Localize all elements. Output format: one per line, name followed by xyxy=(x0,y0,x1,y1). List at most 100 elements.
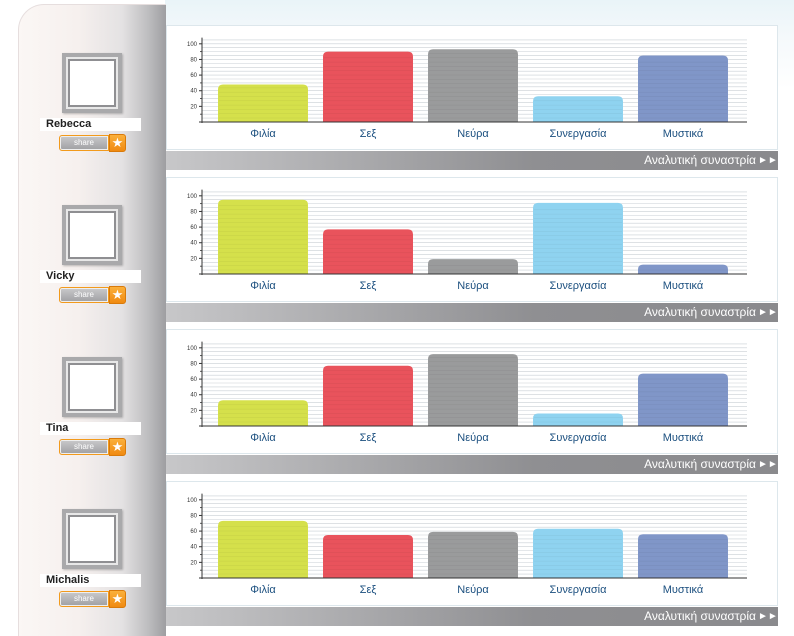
bar[interactable] xyxy=(323,365,413,426)
share-control: share ★ xyxy=(59,590,127,608)
category-label: Μυστικά xyxy=(663,584,704,596)
bar[interactable] xyxy=(218,520,308,578)
avatar[interactable] xyxy=(62,357,122,417)
category-label: Μυστικά xyxy=(663,432,704,444)
compatibility-chart: 20 40 60 80 100 Φιλία Σεξ Νεύρα Συνεργασία Μυστικ… xyxy=(166,329,778,454)
star-icon[interactable]: ★ xyxy=(109,134,126,152)
compatibility-chart: 20 40 60 80 100 Φιλία Σεξ Νεύρα Συνεργασία Μυστικ… xyxy=(166,177,778,302)
bar[interactable] xyxy=(533,96,623,122)
chart-svg: 20 40 60 80 100 Φιλία Σεξ Νεύρα Συνεργασία Μυστικ… xyxy=(187,189,747,292)
category-label: Φιλία xyxy=(250,280,276,292)
y-tick-label: 60 xyxy=(190,377,197,383)
category-label: Μυστικά xyxy=(663,128,704,140)
y-tick-label: 40 xyxy=(190,393,197,399)
y-tick-label: 80 xyxy=(190,361,197,367)
compatibility-chart: 20 40 60 80 100 Φιλία Σεξ Νεύρα Συνεργασία Μυστικ… xyxy=(166,481,778,606)
category-label: Φιλία xyxy=(250,584,276,596)
category-label: Συνεργασία xyxy=(550,280,608,292)
bar[interactable] xyxy=(533,528,623,578)
category-label: Νεύρα xyxy=(457,128,489,140)
bar[interactable] xyxy=(428,259,518,274)
bar[interactable] xyxy=(218,400,308,426)
bar[interactable] xyxy=(428,49,518,122)
avatar[interactable] xyxy=(62,205,122,265)
detail-synastry-link[interactable]: Αναλυτική συναστρία ►► xyxy=(166,455,778,474)
share-button[interactable]: share xyxy=(59,439,109,455)
profile-name: Tina xyxy=(40,422,141,435)
category-label: Νεύρα xyxy=(457,432,489,444)
y-tick-label: 40 xyxy=(190,241,197,247)
y-tick-label: 100 xyxy=(187,346,198,352)
bar[interactable] xyxy=(638,55,728,122)
category-label: Συνεργασία xyxy=(550,584,608,596)
avatar[interactable] xyxy=(62,53,122,113)
double-arrow-right-icon: ►► xyxy=(758,611,778,622)
category-label: Σεξ xyxy=(360,280,377,292)
y-tick-label: 80 xyxy=(190,513,197,519)
share-control: share ★ xyxy=(59,134,127,152)
share-control: share ★ xyxy=(59,286,127,304)
profile-card: Tina share ★ xyxy=(0,304,165,456)
category-label: Μυστικά xyxy=(663,280,704,292)
detail-synastry-link[interactable]: Αναλυτική συναστρία ►► xyxy=(166,151,778,170)
compatibility-chart: 20 40 60 80 100 Φιλία Σεξ Νεύρα Συνεργασία Μυστικ… xyxy=(166,25,778,150)
y-tick-label: 80 xyxy=(190,57,197,63)
y-tick-label: 60 xyxy=(190,225,197,231)
bar[interactable] xyxy=(638,373,728,426)
detail-link-label: Αναλυτική συναστρία xyxy=(644,457,756,471)
y-tick-label: 40 xyxy=(190,545,197,551)
share-button[interactable]: share xyxy=(59,135,109,151)
bar[interactable] xyxy=(218,84,308,122)
y-tick-label: 20 xyxy=(190,560,197,566)
bar[interactable] xyxy=(638,264,728,274)
y-tick-label: 80 xyxy=(190,209,197,215)
y-tick-label: 20 xyxy=(190,104,197,110)
category-label: Σεξ xyxy=(360,584,377,596)
avatar[interactable] xyxy=(62,509,122,569)
y-tick-label: 60 xyxy=(190,529,197,535)
star-icon[interactable]: ★ xyxy=(109,286,126,304)
double-arrow-right-icon: ►► xyxy=(758,155,778,166)
bar[interactable] xyxy=(533,413,623,426)
category-label: Σεξ xyxy=(360,128,377,140)
y-tick-label: 60 xyxy=(190,73,197,79)
y-tick-label: 100 xyxy=(187,194,198,200)
bar[interactable] xyxy=(428,354,518,426)
detail-synastry-link[interactable]: Αναλυτική συναστρία ►► xyxy=(166,607,778,626)
category-label: Νεύρα xyxy=(457,280,489,292)
star-icon[interactable]: ★ xyxy=(109,590,126,608)
chart-svg: 20 40 60 80 100 Φιλία Σεξ Νεύρα Συνεργασία Μυστικ… xyxy=(187,341,747,444)
y-tick-label: 20 xyxy=(190,256,197,262)
bar[interactable] xyxy=(323,51,413,122)
y-tick-label: 100 xyxy=(187,498,198,504)
detail-synastry-link[interactable]: Αναλυτική συναστρία ►► xyxy=(166,303,778,322)
profile-name: Rebecca xyxy=(40,118,141,131)
category-label: Νεύρα xyxy=(457,584,489,596)
profile-card: Vicky share ★ xyxy=(0,152,165,304)
category-label: Φιλία xyxy=(250,432,276,444)
detail-link-label: Αναλυτική συναστρία xyxy=(644,153,756,167)
share-control: share ★ xyxy=(59,438,127,456)
profile-name: Michalis xyxy=(40,574,141,587)
double-arrow-right-icon: ►► xyxy=(758,459,778,470)
bar[interactable] xyxy=(638,534,728,578)
profile-name: Vicky xyxy=(40,270,141,283)
bar[interactable] xyxy=(428,531,518,578)
chart-svg: 20 40 60 80 100 Φιλία Σεξ Νεύρα Συνεργασία Μυστικ… xyxy=(187,37,747,140)
share-button[interactable]: share xyxy=(59,591,109,607)
bar[interactable] xyxy=(323,229,413,274)
category-label: Συνεργασία xyxy=(550,128,608,140)
profile-card: Michalis share ★ xyxy=(0,456,165,608)
bar[interactable] xyxy=(533,202,623,274)
star-icon[interactable]: ★ xyxy=(109,438,126,456)
bar[interactable] xyxy=(323,535,413,578)
category-label: Συνεργασία xyxy=(550,432,608,444)
chart-svg: 20 40 60 80 100 Φιλία Σεξ Νεύρα Συνεργασία Μυστικ… xyxy=(187,493,747,596)
bar[interactable] xyxy=(218,199,308,274)
double-arrow-right-icon: ►► xyxy=(758,307,778,318)
detail-link-label: Αναλυτική συναστρία xyxy=(644,609,756,623)
y-tick-label: 40 xyxy=(190,89,197,95)
y-tick-label: 100 xyxy=(187,42,198,48)
share-button[interactable]: share xyxy=(59,287,109,303)
category-label: Σεξ xyxy=(360,432,377,444)
